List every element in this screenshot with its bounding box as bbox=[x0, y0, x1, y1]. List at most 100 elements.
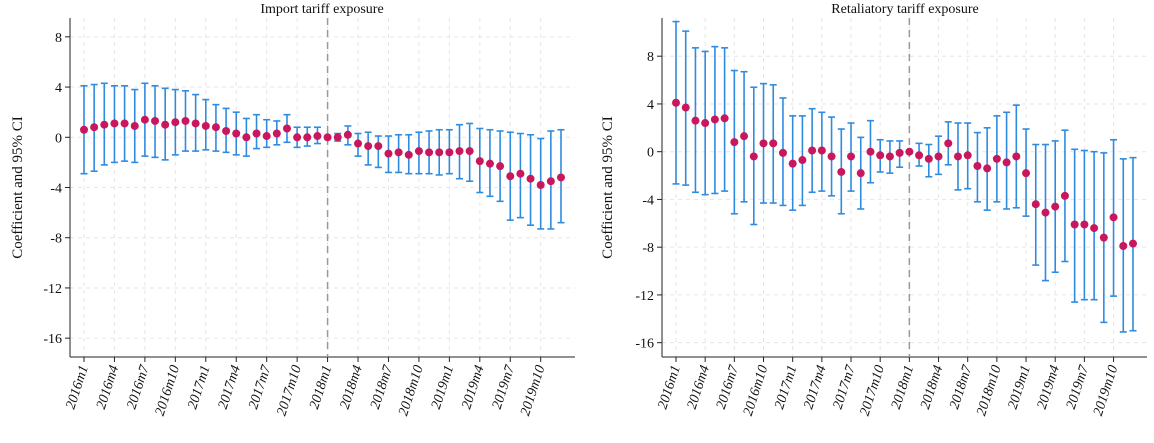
x-tick-label: 2017m1 bbox=[772, 364, 800, 412]
point-estimate bbox=[354, 139, 363, 148]
point-estimate bbox=[1090, 224, 1099, 233]
point-estimate bbox=[282, 124, 291, 133]
point-estimate bbox=[992, 154, 1001, 163]
y-tick-label: 8 bbox=[647, 50, 654, 65]
point-estimate bbox=[963, 151, 972, 160]
x-tick-label: 2019m4 bbox=[459, 364, 487, 412]
chart-title: Import tariff exposure bbox=[260, 2, 383, 17]
point-estimate bbox=[817, 146, 826, 155]
point-estimate bbox=[759, 139, 768, 148]
point-estimate bbox=[1031, 200, 1040, 209]
point-estimate bbox=[1119, 241, 1128, 250]
x-tick-label: 2016m7 bbox=[714, 363, 743, 411]
y-tick-label: 4 bbox=[55, 81, 62, 96]
point-estimate bbox=[1060, 191, 1069, 200]
point-estimate bbox=[934, 152, 943, 161]
point-estimate bbox=[672, 98, 680, 107]
x-tick-label: 2018m7 bbox=[947, 363, 976, 411]
y-tick-label: -16 bbox=[43, 332, 62, 347]
point-estimate bbox=[80, 125, 88, 134]
x-tick-label: 2019m10 bbox=[518, 364, 548, 418]
point-estimate bbox=[313, 132, 322, 141]
x-tick-label: 2016m4 bbox=[94, 364, 122, 412]
point-estimate bbox=[262, 132, 271, 141]
point-estimate bbox=[496, 162, 505, 171]
point-estimate bbox=[1070, 220, 1079, 229]
point-estimate bbox=[475, 157, 484, 166]
point-estimate bbox=[181, 116, 190, 125]
point-estimate bbox=[827, 152, 836, 161]
point-estimate bbox=[808, 146, 817, 155]
point-estimate bbox=[272, 129, 281, 138]
point-estimate bbox=[1109, 213, 1118, 222]
point-estimate bbox=[374, 142, 383, 151]
point-estimate bbox=[526, 174, 535, 183]
y-tick-label: 8 bbox=[55, 31, 62, 46]
point-estimate bbox=[130, 121, 139, 130]
y-tick-label: -8 bbox=[50, 232, 62, 247]
point-estimate bbox=[414, 147, 423, 156]
point-estimate bbox=[1022, 169, 1031, 178]
x-tick-label: 2019m10 bbox=[1091, 364, 1121, 418]
point-estimate bbox=[364, 142, 373, 151]
point-estimate bbox=[1051, 202, 1060, 211]
point-estimate bbox=[691, 116, 700, 125]
point-estimate bbox=[720, 114, 729, 123]
point-estimate bbox=[293, 133, 302, 142]
point-estimate bbox=[1129, 239, 1137, 248]
y-tick-label: -12 bbox=[43, 282, 62, 297]
x-tick-label: 2017m7 bbox=[831, 363, 860, 411]
point-estimate bbox=[924, 154, 933, 163]
point-estimate bbox=[944, 139, 953, 148]
point-estimate bbox=[895, 148, 904, 157]
point-estimate bbox=[465, 147, 474, 156]
x-tick-label: 2018m7 bbox=[368, 363, 397, 411]
x-tick-label: 2017m7 bbox=[246, 363, 275, 411]
x-tick-label: 2018m10 bbox=[396, 364, 426, 418]
point-estimate bbox=[333, 133, 342, 142]
point-estimate bbox=[404, 150, 413, 159]
point-estimate bbox=[252, 129, 261, 138]
x-tick-label: 2016m1 bbox=[656, 364, 684, 412]
point-estimate bbox=[161, 120, 170, 129]
point-estimate bbox=[140, 115, 149, 124]
chart-title: Retaliatory tariff exposure bbox=[831, 2, 978, 17]
point-estimate bbox=[769, 139, 778, 148]
x-tick-label: 2018m10 bbox=[974, 364, 1004, 418]
x-tick-label: 2016m4 bbox=[685, 364, 713, 412]
point-estimate bbox=[435, 148, 444, 157]
point-estimate bbox=[151, 116, 160, 125]
point-estimate bbox=[455, 147, 464, 156]
x-tick-label: 2018m4 bbox=[918, 364, 946, 412]
point-estimate bbox=[546, 177, 555, 186]
point-estimate bbox=[876, 151, 885, 160]
point-estimate bbox=[905, 147, 914, 156]
point-estimate bbox=[323, 133, 332, 142]
point-estimate bbox=[749, 152, 758, 161]
x-tick-label: 2016m7 bbox=[124, 363, 153, 411]
y-axis-title: Coefficient and 95% CI bbox=[600, 116, 616, 259]
point-estimate bbox=[1012, 152, 1021, 161]
point-estimate bbox=[222, 127, 231, 135]
point-estimate bbox=[425, 148, 434, 157]
point-estimate bbox=[242, 133, 251, 142]
point-estimate bbox=[100, 120, 109, 129]
x-tick-label: 2019m1 bbox=[429, 364, 457, 412]
point-estimate bbox=[343, 130, 352, 139]
point-estimate bbox=[847, 152, 856, 161]
point-estimate bbox=[885, 152, 894, 161]
x-tick-label: 2019m7 bbox=[1064, 363, 1093, 411]
x-tick-label: 2019m7 bbox=[490, 363, 519, 411]
x-tick-label: 2016m1 bbox=[64, 364, 92, 412]
x-tick-label: 2017m10 bbox=[275, 364, 305, 418]
point-estimate bbox=[120, 119, 129, 128]
point-estimate bbox=[1041, 208, 1050, 217]
point-estimate bbox=[1080, 220, 1089, 229]
chart-panel-1: Import tariff exposure 8 4 0 -4 -8 -12 -16 2016m… bbox=[10, 2, 575, 418]
x-tick-label: 2016m10 bbox=[153, 364, 183, 418]
point-estimate bbox=[557, 173, 565, 182]
point-estimate bbox=[710, 115, 719, 124]
point-estimate bbox=[171, 118, 180, 127]
x-tick-label: 2018m1 bbox=[889, 364, 917, 412]
